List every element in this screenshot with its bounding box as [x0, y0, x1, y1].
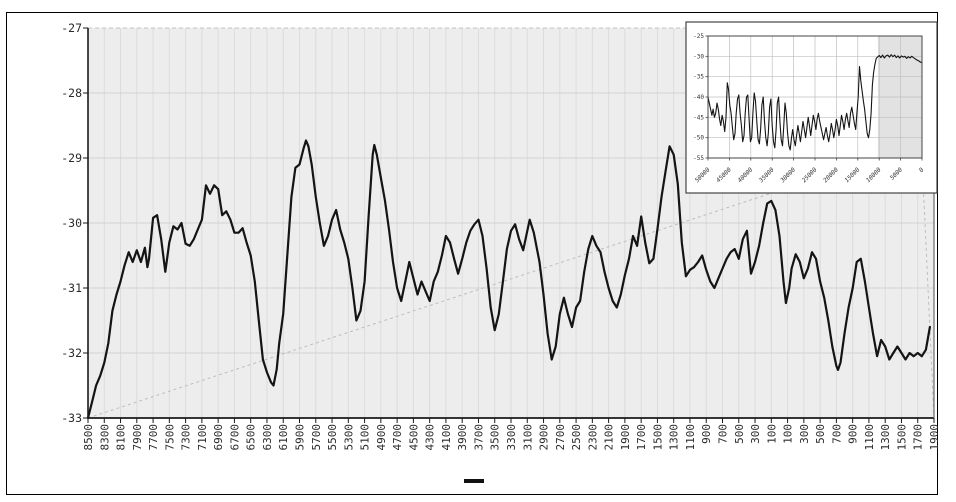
svg-text:100: 100 — [782, 424, 795, 444]
svg-text:1300: 1300 — [668, 424, 681, 451]
svg-text:-50: -50 — [693, 135, 704, 142]
svg-text:-25: -25 — [693, 33, 704, 40]
svg-text:1100: 1100 — [863, 424, 876, 451]
svg-text:100: 100 — [765, 424, 778, 444]
svg-text:6500: 6500 — [245, 424, 258, 451]
svg-text:-30: -30 — [693, 53, 704, 60]
svg-text:8100: 8100 — [115, 424, 128, 451]
svg-text:6300: 6300 — [261, 424, 274, 451]
svg-text:500: 500 — [733, 424, 746, 444]
inset-y-tick-labels: -25 -30 -35 -40 -45 -50 -55 — [693, 33, 704, 162]
svg-text:4300: 4300 — [424, 424, 437, 451]
svg-text:8300: 8300 — [98, 424, 111, 451]
svg-text:4700: 4700 — [391, 424, 404, 451]
svg-text:6900: 6900 — [212, 424, 225, 451]
svg-text:7900: 7900 — [131, 424, 144, 451]
svg-text:300: 300 — [749, 424, 762, 444]
svg-text:8500: 8500 — [82, 424, 95, 451]
svg-text:5100: 5100 — [359, 424, 372, 451]
svg-text:-33: -33 — [61, 411, 82, 425]
svg-text:7100: 7100 — [196, 424, 209, 451]
svg-text:5900: 5900 — [294, 424, 307, 451]
main-y-tick-labels: -27 -28 -29 -30 -31 -32 -33 — [61, 21, 82, 425]
main-x-tick-labels: 8500 8300 8100 7900 7700 7500 7300 7100 6900 6700… — [82, 424, 941, 451]
svg-text:1900: 1900 — [619, 424, 632, 451]
svg-text:-28: -28 — [61, 86, 82, 100]
svg-text:2300: 2300 — [586, 424, 599, 451]
svg-text:4900: 4900 — [375, 424, 388, 451]
svg-text:3500: 3500 — [489, 424, 502, 451]
legend — [0, 479, 956, 483]
svg-text:1900: 1900 — [928, 424, 941, 451]
svg-text:900: 900 — [700, 424, 713, 444]
svg-text:-29: -29 — [61, 151, 82, 165]
svg-text:700: 700 — [830, 424, 843, 444]
svg-text:4500: 4500 — [407, 424, 420, 451]
svg-text:7500: 7500 — [163, 424, 176, 451]
inset-axes — [705, 35, 923, 161]
svg-text:700: 700 — [717, 424, 730, 444]
svg-text:2900: 2900 — [538, 424, 551, 451]
svg-text:3700: 3700 — [472, 424, 485, 451]
svg-text:3100: 3100 — [521, 424, 534, 451]
svg-text:-32: -32 — [61, 346, 82, 360]
svg-text:-55: -55 — [693, 155, 704, 162]
svg-text:-35: -35 — [693, 74, 704, 81]
svg-text:2500: 2500 — [570, 424, 583, 451]
svg-text:-31: -31 — [61, 281, 82, 295]
svg-text:-40: -40 — [693, 94, 704, 101]
svg-text:1100: 1100 — [684, 424, 697, 451]
svg-text:0: 0 — [918, 166, 926, 174]
svg-text:-30: -30 — [61, 216, 82, 230]
svg-text:5500: 5500 — [326, 424, 339, 451]
svg-text:900: 900 — [847, 424, 860, 444]
svg-text:7700: 7700 — [147, 424, 160, 451]
svg-text:3300: 3300 — [505, 424, 518, 451]
svg-text:1700: 1700 — [635, 424, 648, 451]
main-axes — [83, 27, 935, 423]
svg-text:3900: 3900 — [456, 424, 469, 451]
svg-text:6100: 6100 — [277, 424, 290, 451]
legend-line-swatch — [463, 479, 484, 483]
svg-text:2700: 2700 — [554, 424, 567, 451]
svg-text:4100: 4100 — [440, 424, 453, 451]
svg-text:1300: 1300 — [879, 424, 892, 451]
main-series-line — [86, 139, 932, 420]
svg-text:-27: -27 — [61, 21, 82, 35]
svg-text:5300: 5300 — [342, 424, 355, 451]
svg-text:7300: 7300 — [180, 424, 193, 451]
inset-series-line — [707, 54, 923, 151]
figure-border — [6, 12, 938, 495]
svg-text:500: 500 — [814, 424, 827, 444]
svg-text:6700: 6700 — [228, 424, 241, 451]
svg-text:2100: 2100 — [603, 424, 616, 451]
svg-text:300: 300 — [798, 424, 811, 444]
svg-text:5700: 5700 — [310, 424, 323, 451]
svg-text:-45: -45 — [693, 114, 704, 121]
svg-text:1700: 1700 — [912, 424, 925, 451]
svg-text:1500: 1500 — [895, 424, 908, 451]
svg-text:1500: 1500 — [651, 424, 664, 451]
